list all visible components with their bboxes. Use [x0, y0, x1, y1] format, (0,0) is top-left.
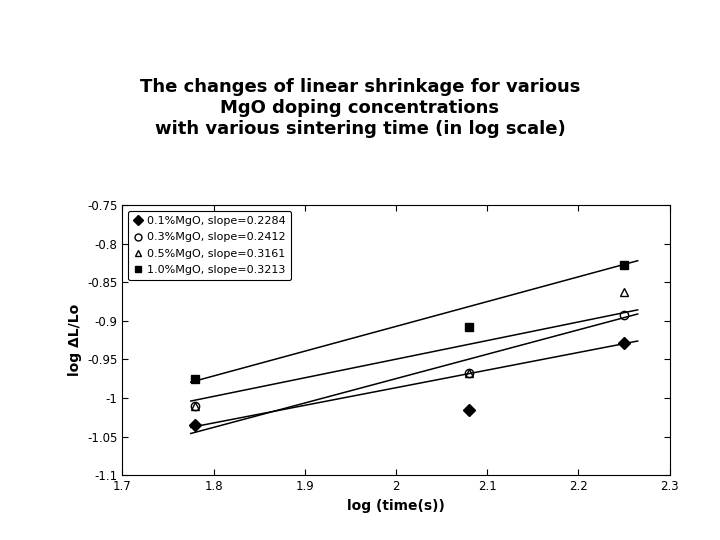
Legend: 0.1%MgO, slope=0.2284, 0.3%MgO, slope=0.2412, 0.5%MgO, slope=0.3161, 1.0%MgO, sl: 0.1%MgO, slope=0.2284, 0.3%MgO, slope=0.…	[128, 211, 291, 280]
X-axis label: log (time(s)): log (time(s))	[347, 498, 445, 512]
Text: The changes of linear shrinkage for various
MgO doping concentrations
with vario: The changes of linear shrinkage for vari…	[140, 78, 580, 138]
Y-axis label: log ΔL/Lo: log ΔL/Lo	[68, 304, 81, 376]
